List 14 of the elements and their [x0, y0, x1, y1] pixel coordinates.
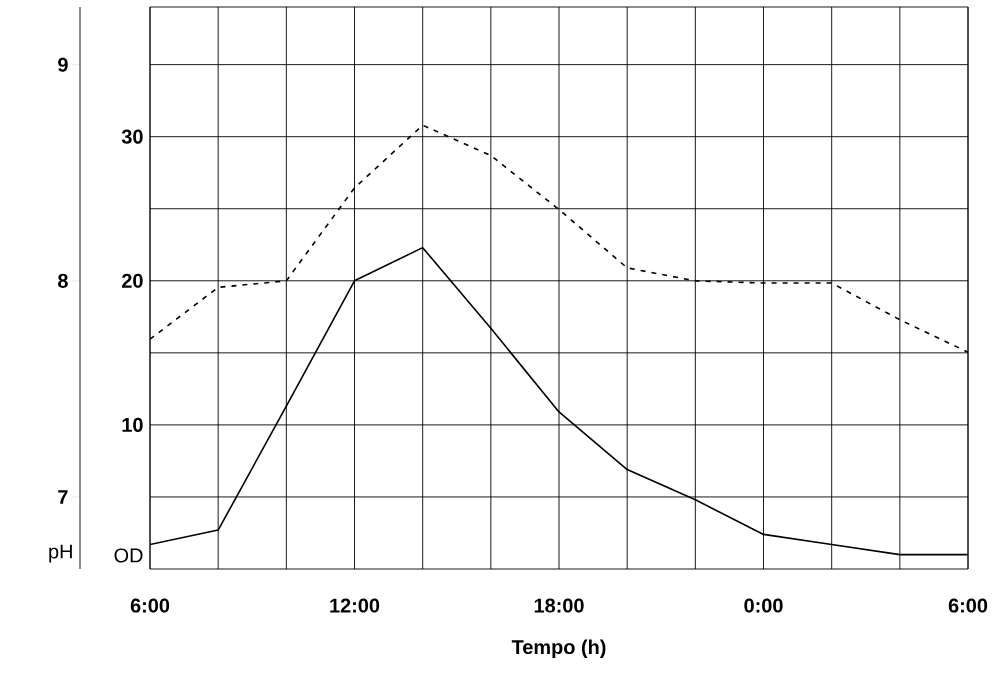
y2-tick-label: 9: [58, 57, 68, 72]
x-tick-label: 12:00: [330, 598, 380, 613]
x-tick-label: 18:00: [534, 598, 584, 613]
y2-axis-title: pH: [49, 544, 72, 563]
x-tick-label: 0:00: [744, 598, 783, 613]
y-tick-label: 30: [121, 129, 143, 144]
x-tick-label: 6:00: [130, 598, 170, 613]
y-axis-title: OD: [114, 548, 143, 563]
x-tick-label: 6:00: [948, 598, 988, 613]
y-tick-label: 20: [122, 273, 143, 288]
y2-tick-label: 7: [58, 490, 68, 504]
y-tick-label: 10: [122, 417, 143, 432]
x-axis-title: Tempo (h): [511, 639, 606, 659]
y2-tick-label: 8: [58, 273, 68, 288]
